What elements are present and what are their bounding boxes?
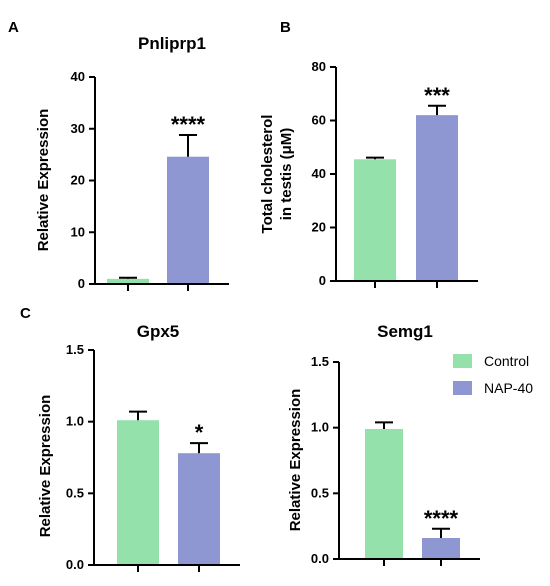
y-tick-label: 1.5 <box>311 354 329 369</box>
chart-gpx5: Gpx5 Relative Expression * 0.0 0.5 1.0 1.5 <box>37 322 240 572</box>
significance-label: **** <box>171 112 206 137</box>
chart-semg1: Semg1 Relative Expression **** 0.0 0.5 1.0 1.5 <box>287 322 480 566</box>
y-tick-label: 1.5 <box>66 342 84 357</box>
y-tick-label: 80 <box>312 59 326 74</box>
chart-pnliprp1: Pnliprp1 Relative Expression **** 0 10 20 30 40 <box>35 34 229 291</box>
y-tick-label: 10 <box>71 224 85 239</box>
legend-label-control: Control <box>484 353 529 369</box>
y-tick-label: 0 <box>78 276 85 291</box>
bar-nap40 <box>416 115 458 282</box>
y-axis-label: Total cholesterol in testis (μM) <box>259 115 295 234</box>
bar-control <box>117 420 159 565</box>
panel-letter-c: C <box>20 305 31 322</box>
y-tick-label: 0.5 <box>66 485 84 500</box>
y-tick-label: 0 <box>319 273 326 288</box>
significance-label: *** <box>424 83 450 108</box>
bar-nap40 <box>178 453 220 565</box>
y-tick-label: 1.0 <box>311 420 329 435</box>
legend-swatch-nap40 <box>453 381 472 395</box>
legend: Control NAP-40 <box>453 353 533 396</box>
bar-control <box>107 278 149 284</box>
y-tick-label: 20 <box>71 173 85 188</box>
y-tick-label: 0.5 <box>311 485 329 500</box>
chart-title: Semg1 <box>377 322 433 341</box>
y-tick-label: 0.0 <box>311 551 329 566</box>
y-axis-label: Relative Expression <box>35 109 52 252</box>
y-tick-label: 1.0 <box>66 414 84 429</box>
bar-control <box>365 428 403 559</box>
chart-title: Gpx5 <box>137 322 180 341</box>
legend-label-nap40: NAP-40 <box>484 380 533 396</box>
y-tick-label: 60 <box>312 113 326 128</box>
y-tick-label: 30 <box>71 121 85 136</box>
bar-control <box>354 159 396 281</box>
y-tick-label: 0.0 <box>66 557 84 572</box>
legend-swatch-control <box>453 354 472 368</box>
y-axis-label: Relative Expression <box>37 395 54 538</box>
chart-title: Pnliprp1 <box>138 34 206 53</box>
y-axis-label: Relative Expression <box>287 389 304 532</box>
y-tick-label: 40 <box>71 69 85 84</box>
chart-cholesterol: Total cholesterol in testis (μM) *** 0 20 40 6… <box>259 59 478 288</box>
y-tick-label: 40 <box>312 166 326 181</box>
significance-label: * <box>195 420 204 445</box>
panel-letter-b: B <box>280 19 291 36</box>
y-tick-label: 20 <box>312 220 326 235</box>
bar-nap40 <box>167 156 209 284</box>
panel-letter-a: A <box>8 19 19 36</box>
bar-nap40 <box>422 537 460 559</box>
significance-label: **** <box>424 506 459 531</box>
